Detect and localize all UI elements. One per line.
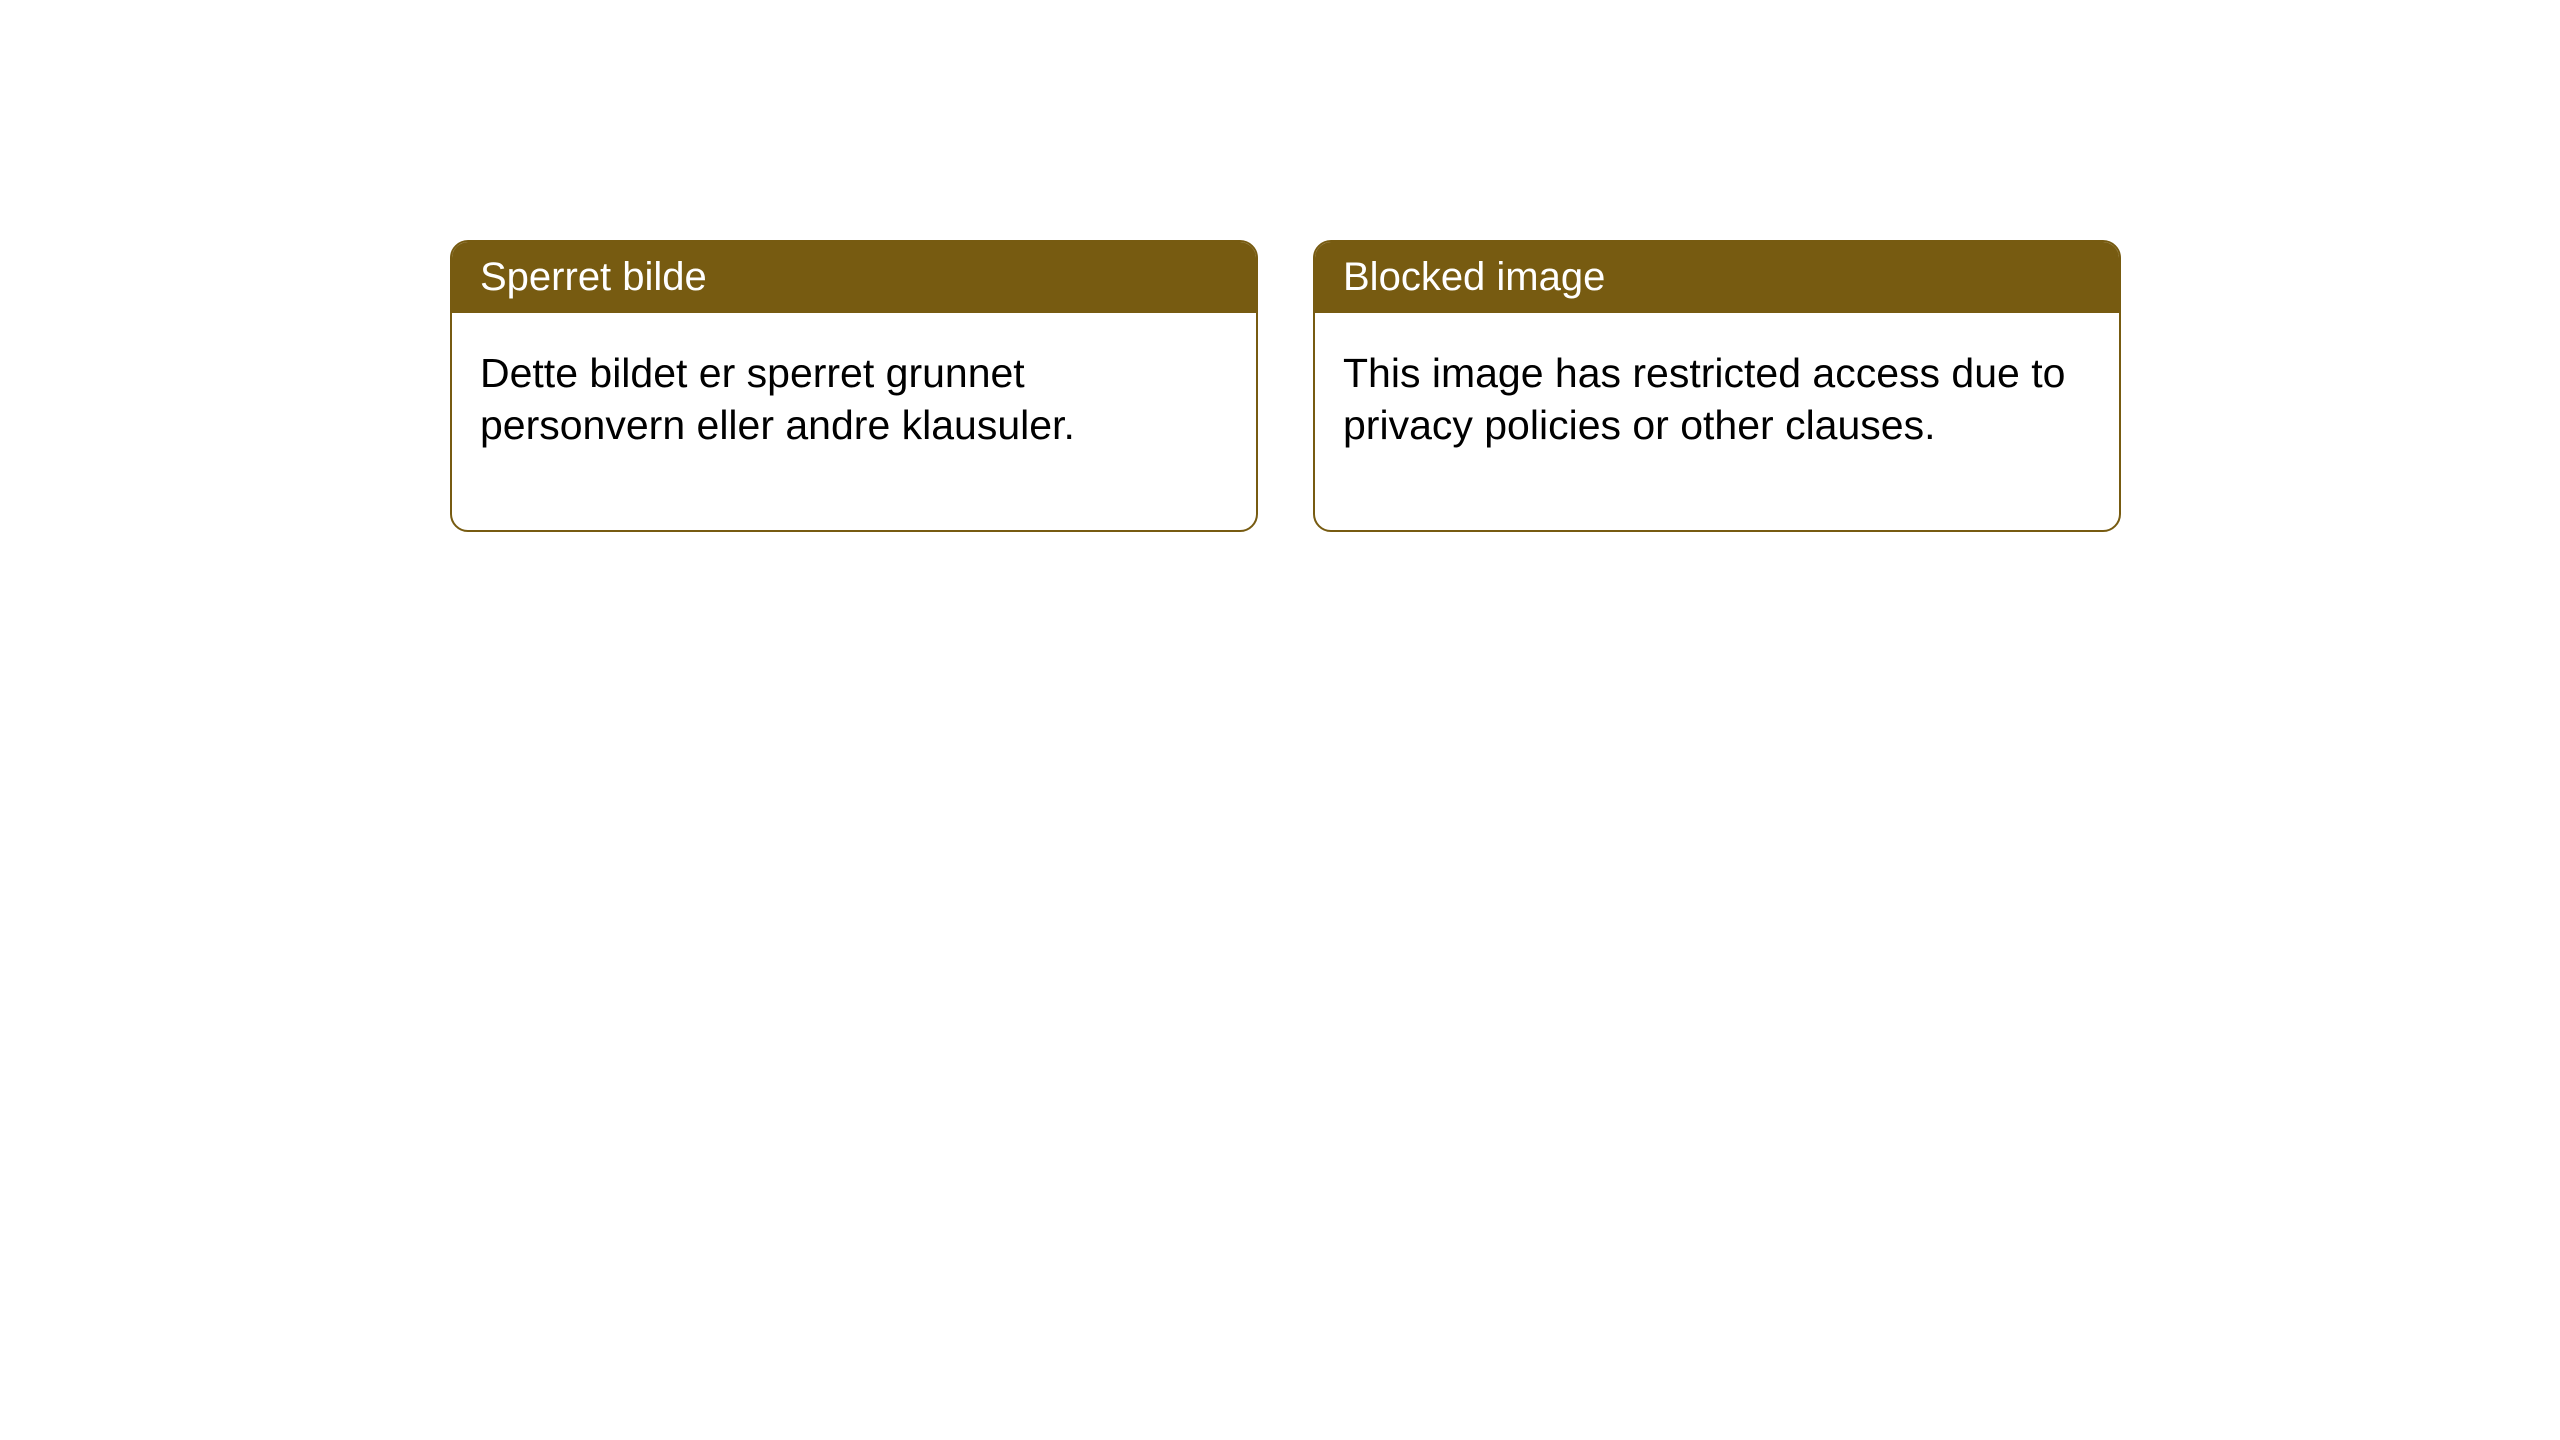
notice-container: Sperret bilde Dette bildet er sperret gr… xyxy=(0,0,2560,532)
card-header: Sperret bilde xyxy=(452,242,1256,313)
notice-card-norwegian: Sperret bilde Dette bildet er sperret gr… xyxy=(450,240,1258,532)
card-body: Dette bildet er sperret grunnet personve… xyxy=(452,313,1256,530)
notice-card-english: Blocked image This image has restricted … xyxy=(1313,240,2121,532)
card-header: Blocked image xyxy=(1315,242,2119,313)
card-body: This image has restricted access due to … xyxy=(1315,313,2119,530)
